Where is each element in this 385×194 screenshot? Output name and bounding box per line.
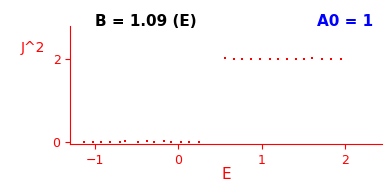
Point: [301, 58, 308, 61]
Point: [284, 57, 290, 61]
Point: [275, 58, 281, 61]
Point: [186, 140, 192, 143]
Point: [97, 140, 104, 143]
Point: [151, 140, 157, 143]
Point: [81, 140, 87, 143]
Point: [222, 57, 228, 60]
Point: [90, 140, 96, 143]
Point: [161, 140, 167, 143]
Point: [309, 57, 315, 60]
Point: [239, 57, 245, 60]
Point: [293, 57, 299, 61]
Point: [135, 140, 141, 143]
X-axis label: E: E: [221, 166, 231, 182]
Point: [168, 140, 174, 143]
Point: [144, 139, 150, 143]
Point: [319, 57, 325, 60]
Text: A0 = 1: A0 = 1: [317, 14, 373, 29]
Text: B = 1.09 (E): B = 1.09 (E): [95, 14, 197, 29]
Point: [248, 57, 254, 61]
Point: [107, 140, 113, 143]
Point: [196, 140, 202, 143]
Point: [117, 140, 123, 143]
Point: [328, 57, 334, 61]
Point: [231, 58, 237, 61]
Y-axis label: J^2: J^2: [21, 42, 45, 55]
Point: [178, 140, 184, 143]
Point: [338, 57, 344, 61]
Point: [122, 140, 129, 143]
Point: [266, 58, 273, 61]
Point: [257, 58, 263, 61]
